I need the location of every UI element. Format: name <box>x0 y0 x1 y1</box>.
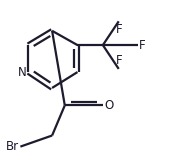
Text: F: F <box>115 54 122 67</box>
Text: O: O <box>104 99 114 112</box>
Text: N: N <box>18 66 27 79</box>
Text: Br: Br <box>6 140 19 153</box>
Text: F: F <box>115 23 122 36</box>
Text: F: F <box>139 39 146 52</box>
